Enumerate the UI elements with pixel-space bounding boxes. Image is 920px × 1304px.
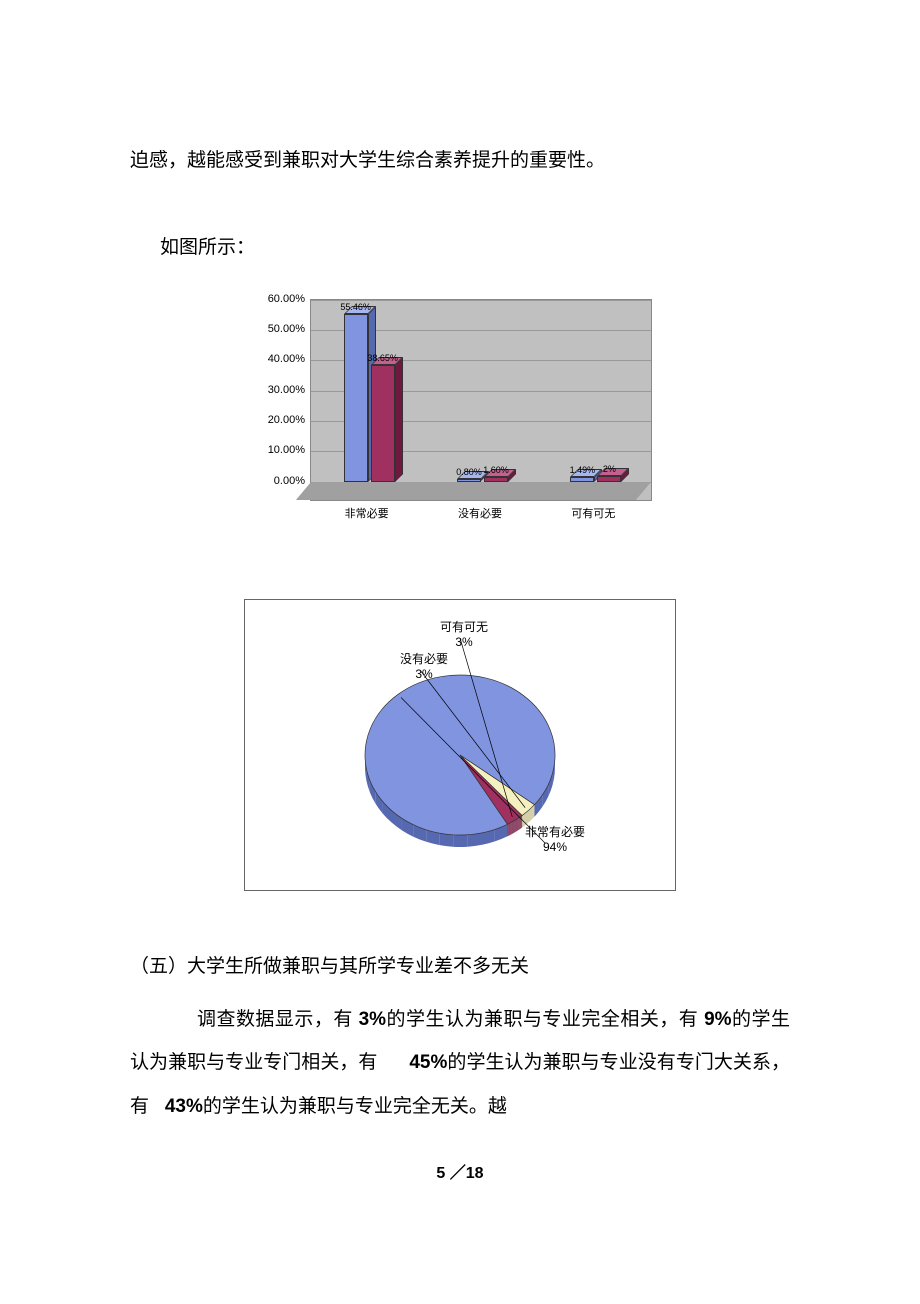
intro-label: 如图所示：: [160, 232, 790, 259]
y-tick: 20.00%: [250, 414, 305, 426]
bar-value-label: 1.49%: [570, 465, 596, 475]
paragraph-top: 迫感，越能感受到兼职对大学生综合素养提升的重要性。: [130, 140, 790, 182]
bar: [457, 479, 481, 481]
page-number: 5 ／18: [130, 1159, 790, 1183]
body-text: 调查数据显示，有 3%的学生认为兼职与专业完全相关，有 9% 的学生认为兼职与专业…: [130, 998, 790, 1129]
x-tick: 可有可无: [571, 505, 615, 521]
pie-label: 没有必要3%: [400, 652, 448, 683]
bar: [570, 477, 594, 482]
bar: [371, 365, 395, 482]
bar-chart-wrap: 0.00% 10.00% 20.00% 30.00% 40.00% 50.00% 60.00…: [130, 289, 790, 539]
bar-plot-area: 55.46% 38.65% 0.80%1.60% 1.49% 2%: [310, 299, 652, 501]
y-tick: 50.00%: [250, 323, 305, 335]
x-tick: 没有必要: [458, 505, 502, 521]
bar-chart: 0.00% 10.00% 20.00% 30.00% 40.00% 50.00% 60.00…: [250, 289, 670, 539]
y-tick: 40.00%: [250, 353, 305, 365]
y-tick: 10.00%: [250, 444, 305, 456]
bar-value-label: 0.80%: [456, 467, 482, 477]
body-span: 的学生认为兼职与专业完全相关，有: [386, 1009, 698, 1030]
section-title: （五）大学生所做兼职与其所学专业差不多无关: [130, 951, 790, 978]
pie-label: 可有可无3%: [440, 620, 488, 651]
bar: [484, 477, 508, 482]
y-tick: 60.00%: [250, 293, 305, 305]
y-tick: 0.00%: [250, 475, 305, 487]
bar-value-label: 55.46%: [340, 302, 371, 312]
pie-chart-wrap: 非常有必要94% 没有必要3%可有可无3%: [130, 599, 790, 891]
bar-value-label: 2%: [603, 464, 616, 474]
pie-label: 非常有必要94%: [525, 825, 585, 856]
body-span: 调查数据显示，有: [197, 1009, 359, 1030]
bar: [597, 476, 621, 482]
y-tick: 30.00%: [250, 384, 305, 396]
bold-num-1: 3%: [359, 1009, 386, 1030]
page-number-text: 5 ／18: [436, 1165, 483, 1182]
bar: [344, 314, 368, 482]
bold-num-2: 9%: [704, 1009, 731, 1030]
body-span: 的学生认为兼职与专业完全无关。越: [203, 1096, 507, 1117]
pie-chart: 非常有必要94% 没有必要3%可有可无3%: [244, 599, 676, 891]
bar-value-label: 1.60%: [483, 465, 509, 475]
x-tick: 非常必要: [345, 505, 389, 521]
bar-value-label: 38.65%: [367, 353, 398, 363]
bold-num-3: 45%: [409, 1052, 447, 1073]
bold-num-4: 43%: [165, 1096, 203, 1117]
